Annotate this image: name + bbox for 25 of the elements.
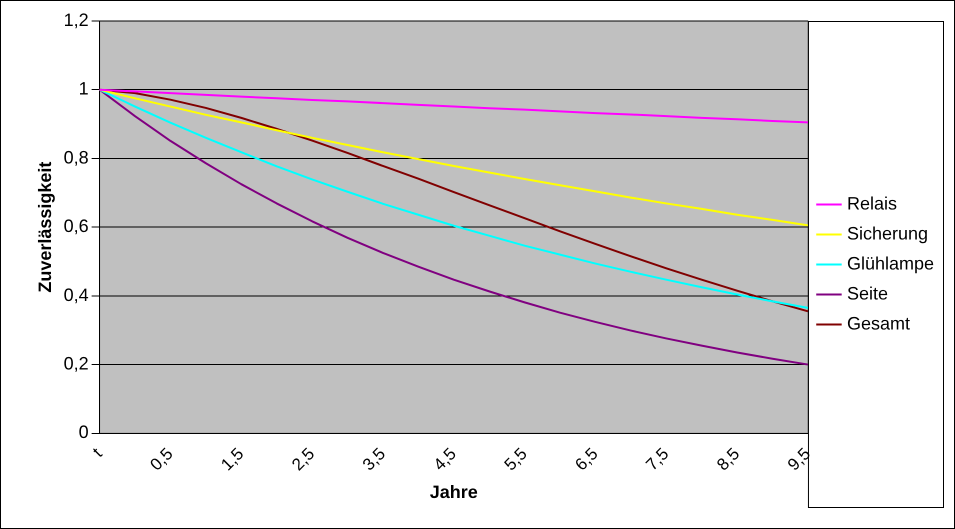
x-tick-label: 8,5: [713, 444, 744, 474]
y-axis-title: Zuverlässigkeit: [34, 162, 55, 293]
x-tick-label: 5,5: [500, 444, 531, 474]
x-tick-label: 2,5: [288, 444, 318, 474]
y-tick-label: 1,2: [64, 10, 89, 30]
x-tick-label: 6,5: [571, 444, 602, 474]
legend-label: Glühlampe: [846, 253, 934, 274]
x-tick-label: t: [88, 444, 106, 461]
legend-label: Relais: [846, 193, 897, 214]
x-tick-label: 3,5: [358, 444, 390, 474]
x-axis-title: Jahre: [430, 482, 478, 502]
y-tick-label: 0,8: [64, 147, 89, 168]
legend-label: Sicherung: [846, 223, 928, 244]
x-tick-label: 4,5: [430, 444, 460, 474]
legend-label: Gesamt: [846, 313, 910, 334]
x-tick-label: 7,5: [642, 444, 672, 474]
x-tick-label: 9,5: [784, 444, 814, 474]
x-tick-label: 1,5: [217, 444, 248, 474]
legend-label: Seite: [846, 283, 888, 304]
y-tick-label: 0: [78, 422, 89, 442]
x-tick-label: 0,5: [146, 444, 177, 474]
y-tick-label: 0,2: [64, 354, 89, 374]
y-tick-label: 0,6: [64, 216, 89, 236]
y-tick-label: 0,4: [64, 284, 89, 305]
y-tick-label: 1: [78, 78, 89, 99]
